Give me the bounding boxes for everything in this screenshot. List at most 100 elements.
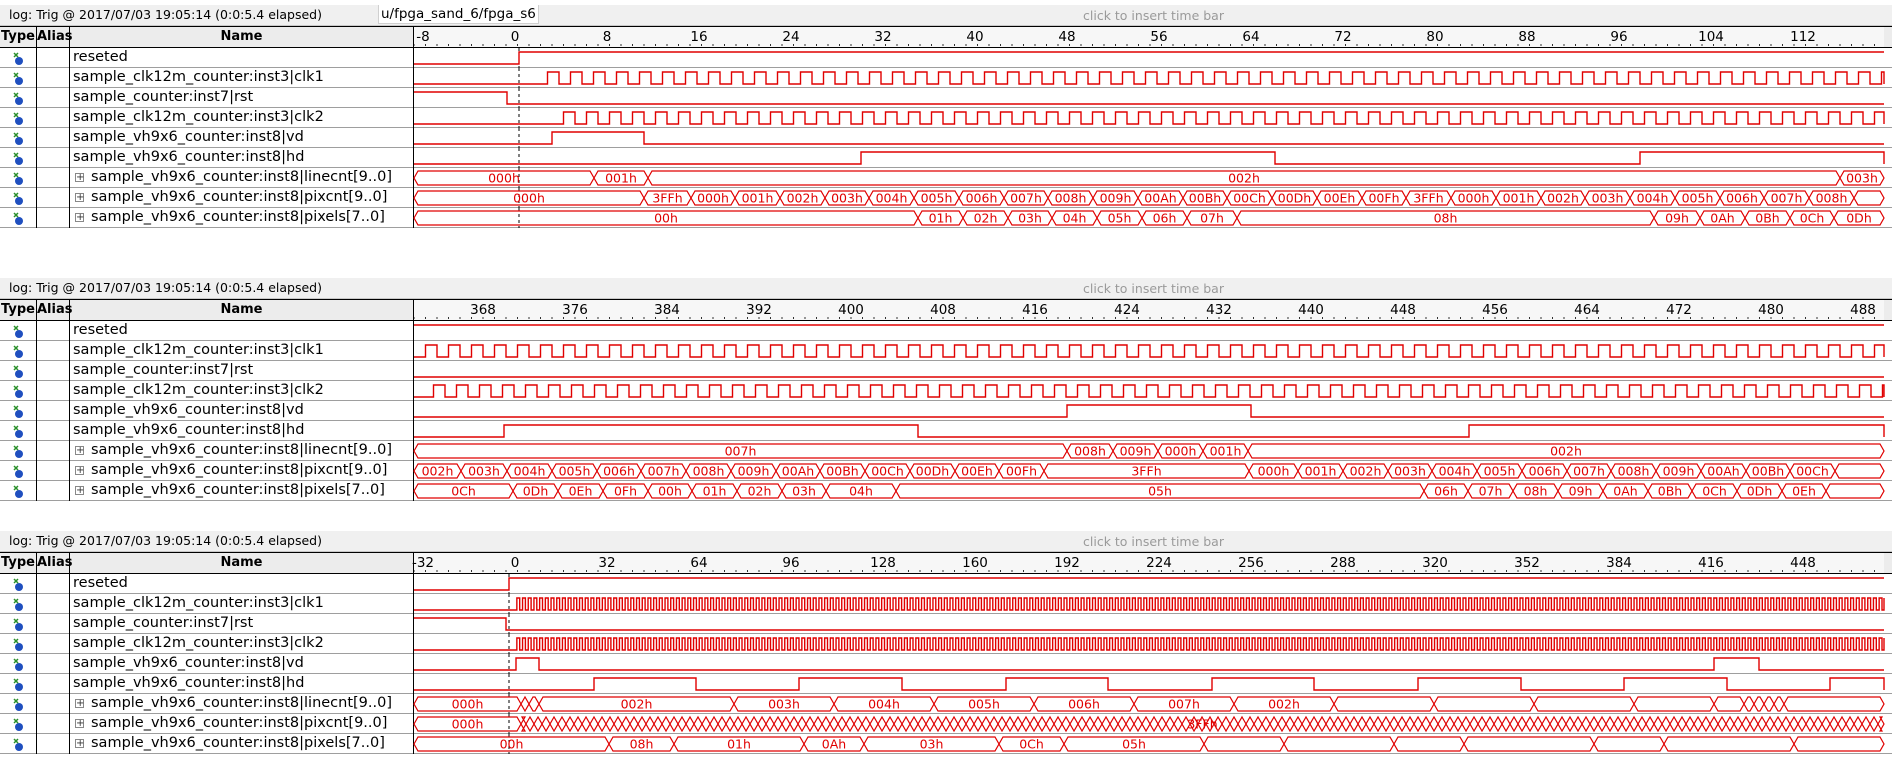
expand-icon[interactable]: +: [75, 718, 85, 729]
expand-icon[interactable]: +: [75, 738, 85, 749]
name-cell[interactable]: + sample_vh9x6_counter:inst8|pixels[7..0]: [70, 208, 414, 228]
waveform-trace[interactable]: [414, 68, 1885, 88]
expand-icon[interactable]: +: [75, 698, 85, 709]
name-cell[interactable]: + sample_vh9x6_counter:inst8|pixcnt[9..0]: [70, 714, 414, 734]
signal-row[interactable]: sample_vh9x6_counter:inst8|vd: [0, 654, 1892, 674]
waveform-trace[interactable]: 000h 002h 003h 004h 005h 006h 007h 002h: [413, 694, 1885, 714]
waveform-trace[interactable]: [414, 88, 1884, 108]
waveform-trace[interactable]: 007h 008h 009h 000h 001h 002h: [413, 441, 1885, 461]
signal-row[interactable]: + sample_vh9x6_counter:inst8|pixcnt[9..0]…: [0, 714, 1892, 734]
time-ruler[interactable]: -32 0 32 64 96 128 160 192 224 256 288 320 352 384 416…: [412, 553, 1884, 573]
name-cell[interactable]: + sample_vh9x6_counter:inst8|pixels[7..0]: [70, 481, 414, 501]
time-ruler[interactable]: 368 376 384 392 400 408 416 424 432 440 448 456 464 4…: [414, 300, 1884, 320]
name-cell[interactable]: sample_vh9x6_counter:inst8|hd: [70, 421, 414, 441]
waveform-trace[interactable]: [414, 341, 1885, 361]
name-cell[interactable]: sample_counter:inst7|rst: [70, 361, 414, 381]
waveform-trace[interactable]: [414, 361, 1884, 381]
waveform-trace[interactable]: 00h 08h 01h 0Ah 03h 0Ch 05h: [413, 734, 1885, 754]
waveform-trace[interactable]: [414, 148, 1885, 168]
name-cell[interactable]: + sample_vh9x6_counter:inst8|linecnt[9..0…: [70, 441, 414, 461]
time-ruler[interactable]: -8 0 8 16 24 32 40 48 56 64 72 80 88 96 104 112: [414, 27, 1884, 47]
waveform-trace[interactable]: [414, 574, 1884, 594]
signal-row[interactable]: sample_vh9x6_counter:inst8|vd: [0, 401, 1892, 421]
signal-row[interactable]: sample_clk12m_counter:inst3|clk1: [0, 68, 1892, 88]
signal-row[interactable]: + sample_vh9x6_counter:inst8|pixels[7..0]…: [0, 481, 1892, 501]
name-cell[interactable]: reseted: [70, 574, 414, 594]
waveform-trace[interactable]: [414, 108, 1885, 128]
expand-icon[interactable]: +: [75, 445, 85, 456]
signal-row[interactable]: + sample_vh9x6_counter:inst8|pixels[7..0]…: [0, 208, 1892, 228]
waveform-trace[interactable]: 0Ch 0Dh 0Eh 0Fh 00h 01h 02h 03h 04h 05h 06h 07h 08h 0…: [413, 481, 1885, 501]
waveform-trace[interactable]: [414, 634, 1885, 654]
name-cell[interactable]: + sample_vh9x6_counter:inst8|pixcnt[9..0]: [70, 461, 414, 481]
expand-icon[interactable]: +: [75, 192, 85, 203]
expand-icon[interactable]: +: [75, 172, 85, 183]
type-column-header[interactable]: Type: [0, 553, 37, 573]
waveform-trace[interactable]: [414, 594, 1885, 614]
name-column-header[interactable]: Name: [70, 27, 414, 47]
waveform-trace[interactable]: [414, 48, 1884, 68]
waveform-trace[interactable]: [414, 128, 1884, 148]
name-cell[interactable]: reseted: [70, 48, 414, 68]
signal-row[interactable]: sample_counter:inst7|rst: [0, 361, 1892, 381]
name-cell[interactable]: sample_clk12m_counter:inst3|clk2: [70, 634, 414, 654]
alias-column-header[interactable]: Alias: [37, 553, 72, 573]
waveform-trace[interactable]: [414, 401, 1884, 421]
name-cell[interactable]: sample_vh9x6_counter:inst8|vd: [70, 401, 414, 421]
name-cell[interactable]: sample_counter:inst7|rst: [70, 614, 414, 634]
signal-row[interactable]: + sample_vh9x6_counter:inst8|linecnt[9..0…: [0, 694, 1892, 714]
alias-column-header[interactable]: Alias: [37, 27, 72, 47]
signal-row[interactable]: + sample_vh9x6_counter:inst8|pixcnt[9..0]…: [0, 188, 1892, 208]
signal-row[interactable]: + sample_vh9x6_counter:inst8|linecnt[9..0…: [0, 441, 1892, 461]
type-column-header[interactable]: Type: [0, 300, 37, 320]
signal-row[interactable]: reseted: [0, 48, 1892, 68]
signal-row[interactable]: + sample_vh9x6_counter:inst8|pixcnt[9..0]…: [0, 461, 1892, 481]
signal-row[interactable]: sample_counter:inst7|rst: [0, 614, 1892, 634]
waveform-trace[interactable]: [414, 654, 1884, 674]
waveform-trace[interactable]: [414, 674, 1885, 694]
type-column-header[interactable]: Type: [0, 27, 37, 47]
signal-row[interactable]: sample_clk12m_counter:inst3|clk2: [0, 381, 1892, 401]
waveform-trace[interactable]: [414, 614, 1884, 634]
expand-icon[interactable]: +: [75, 465, 85, 476]
name-cell[interactable]: sample_vh9x6_counter:inst8|hd: [70, 148, 414, 168]
waveform-trace[interactable]: 000h 3FFh: [413, 714, 1885, 734]
waveform-trace[interactable]: [414, 381, 1885, 401]
name-cell[interactable]: sample_vh9x6_counter:inst8|vd: [70, 128, 414, 148]
signal-row[interactable]: sample_vh9x6_counter:inst8|hd: [0, 674, 1892, 694]
signal-row[interactable]: reseted: [0, 574, 1892, 594]
name-cell[interactable]: sample_clk12m_counter:inst3|clk2: [70, 381, 414, 401]
name-cell[interactable]: + sample_vh9x6_counter:inst8|linecnt[9..0…: [70, 694, 414, 714]
insert-time-bar[interactable]: click to insert time bar: [1083, 534, 1224, 549]
signal-row[interactable]: + sample_vh9x6_counter:inst8|pixels[7..0]…: [0, 734, 1892, 754]
waveform-trace[interactable]: [414, 321, 1884, 341]
name-cell[interactable]: sample_counter:inst7|rst: [70, 88, 414, 108]
name-column-header[interactable]: Name: [70, 300, 414, 320]
alias-column-header[interactable]: Alias: [37, 300, 72, 320]
signal-row[interactable]: sample_clk12m_counter:inst3|clk1: [0, 594, 1892, 614]
insert-time-bar[interactable]: click to insert time bar: [1083, 8, 1224, 23]
name-cell[interactable]: sample_vh9x6_counter:inst8|vd: [70, 654, 414, 674]
waveform-trace[interactable]: 002h 003h 004h 005h 006h 007h 008h 009h 00Ah 00Bh…: [413, 461, 1885, 481]
waveform-trace[interactable]: 00h 01h 02h 03h 04h 05h 06h 07h 08h 09h 0Ah 0Bh 0Ch 0…: [413, 208, 1885, 228]
name-cell[interactable]: sample_clk12m_counter:inst3|clk1: [70, 341, 414, 361]
name-cell[interactable]: + sample_vh9x6_counter:inst8|linecnt[9..0…: [70, 168, 414, 188]
expand-icon[interactable]: +: [75, 212, 85, 223]
expand-icon[interactable]: +: [75, 485, 85, 496]
signal-row[interactable]: + sample_vh9x6_counter:inst8|linecnt[9..0…: [0, 168, 1892, 188]
waveform-trace[interactable]: [414, 421, 1885, 441]
signal-row[interactable]: sample_clk12m_counter:inst3|clk1: [0, 341, 1892, 361]
name-cell[interactable]: sample_clk12m_counter:inst3|clk1: [70, 594, 414, 614]
name-cell[interactable]: reseted: [70, 321, 414, 341]
name-column-header[interactable]: Name: [70, 553, 414, 573]
waveform-trace[interactable]: 000h 3FFh 000h 001h 002h 003h 004h 005h 006h 007h…: [413, 188, 1885, 208]
name-cell[interactable]: sample_clk12m_counter:inst3|clk2: [70, 108, 414, 128]
name-cell[interactable]: + sample_vh9x6_counter:inst8|pixcnt[9..0]: [70, 188, 414, 208]
signal-row[interactable]: sample_vh9x6_counter:inst8|hd: [0, 421, 1892, 441]
signal-row[interactable]: sample_clk12m_counter:inst3|clk2: [0, 108, 1892, 128]
instance-path-label[interactable]: u/fpga_sand_6/fpga_s6: [378, 5, 539, 24]
signal-row[interactable]: sample_counter:inst7|rst: [0, 88, 1892, 108]
signal-row[interactable]: sample_clk12m_counter:inst3|clk2: [0, 634, 1892, 654]
name-cell[interactable]: + sample_vh9x6_counter:inst8|pixels[7..0]: [70, 734, 414, 754]
signal-row[interactable]: reseted: [0, 321, 1892, 341]
